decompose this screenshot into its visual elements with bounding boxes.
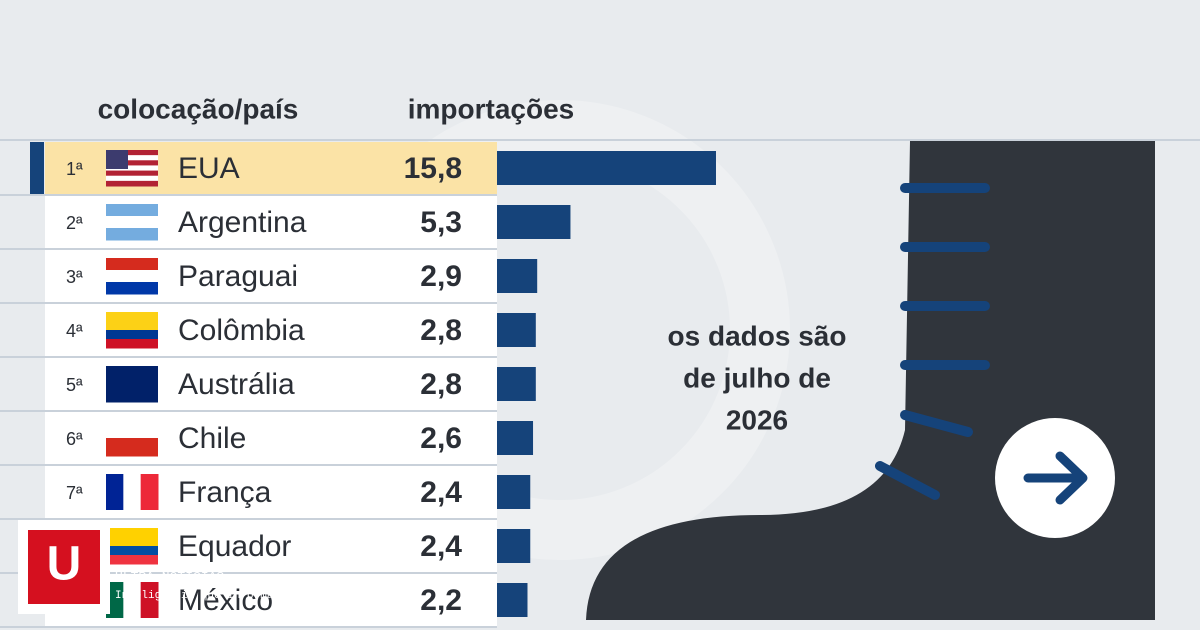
arrow-icon <box>1023 451 1088 505</box>
value-label: 2,8 <box>420 314 462 347</box>
flag-icon <box>106 528 158 565</box>
annotation: de julho de <box>683 362 831 393</box>
flag-icon <box>106 474 159 510</box>
bar <box>497 367 536 401</box>
country-label: Colômbia <box>178 314 305 347</box>
flag-icon <box>106 150 158 187</box>
flag-stripe <box>106 228 158 241</box>
flag-stripe <box>106 339 158 349</box>
flag-stripe <box>106 282 158 295</box>
bar <box>497 421 534 455</box>
flag-stripe <box>106 582 124 618</box>
header-value: importações <box>408 93 575 124</box>
flag-stripe <box>106 312 158 322</box>
flag-stripe <box>106 204 158 217</box>
rank-label: 6ª <box>66 429 83 449</box>
flag-stripe <box>106 170 158 177</box>
flag-stripe <box>106 258 158 271</box>
value-label: 5,3 <box>420 206 462 239</box>
value-label: 15,8 <box>404 152 462 185</box>
flag-stripe <box>140 582 159 618</box>
flag-stripe <box>106 537 158 547</box>
value-label: 2,2 <box>420 584 462 617</box>
bar <box>497 151 716 185</box>
value-label: 2,6 <box>420 422 462 455</box>
flag-icon <box>106 366 158 403</box>
flag-stripe <box>106 528 158 538</box>
logo-box <box>28 530 100 604</box>
bar <box>497 475 531 509</box>
flag-icon <box>106 582 159 618</box>
flag-stripe <box>106 160 158 166</box>
flag-icon <box>106 312 158 349</box>
value-label: 2,9 <box>420 260 462 293</box>
brand-tagline: Inteligência que informa <box>115 590 274 602</box>
bar <box>497 205 571 239</box>
brand-name: ULTRA NOTÍCIAS <box>115 569 224 584</box>
decor-dashes <box>875 183 990 500</box>
row-highlight-marker <box>30 142 44 194</box>
flag-stripe <box>106 155 158 161</box>
flag-stripe <box>140 474 159 510</box>
country-label: EUA <box>178 152 240 185</box>
flag-stripe <box>123 474 142 510</box>
bar <box>497 529 531 563</box>
rows: 1ª EUA 15,8 2ª Argentina 5,3 3ª Paraguai 2,9 4ª Co… <box>0 142 716 628</box>
flag-stripe <box>106 216 158 229</box>
flag-stripe <box>106 321 158 331</box>
annotation: os dados são <box>668 320 847 351</box>
bar <box>497 583 528 617</box>
country-label: Austrália <box>178 368 295 401</box>
flag-stripe <box>123 582 142 618</box>
country-label: Paraguai <box>178 260 298 293</box>
flag-canton <box>106 150 128 169</box>
flag-icon <box>106 258 158 295</box>
flag-stripe <box>106 438 158 457</box>
annotation: 2026 <box>726 404 788 435</box>
flag-stripe <box>106 175 158 182</box>
country-label: França <box>178 476 272 509</box>
logo: U <box>47 538 82 591</box>
bar <box>497 259 538 293</box>
flag-stripe <box>106 150 158 156</box>
flag-icon <box>106 204 158 241</box>
country-label: Argentina <box>178 206 307 239</box>
rank-label: 1ª <box>66 159 83 179</box>
value-label: 2,4 <box>420 530 462 563</box>
rank-label: 2ª <box>66 213 83 233</box>
rank-label: 7ª <box>66 483 83 503</box>
flag-stripe <box>106 180 158 187</box>
header-rank: colocação/país <box>98 93 299 124</box>
flag-stripe <box>106 420 158 439</box>
flag-icon <box>106 420 158 457</box>
flag-stripe <box>106 366 158 403</box>
value-label: 2,8 <box>420 368 462 401</box>
country-label: Equador <box>178 530 291 563</box>
flag-stripe <box>106 270 158 283</box>
rank-label: 5ª <box>66 375 83 395</box>
value-label: 2,4 <box>420 476 462 509</box>
flag-stripe <box>106 165 158 172</box>
bar <box>497 313 536 347</box>
flag-stripe <box>106 330 158 340</box>
rank-label: 4ª <box>66 321 83 341</box>
country-label: México <box>178 584 273 617</box>
flag-stripe <box>106 555 158 565</box>
flag-stripe <box>106 546 158 556</box>
flag-stripe <box>106 474 124 510</box>
rank-label: 3ª <box>66 267 83 287</box>
country-label: Chile <box>178 422 246 455</box>
